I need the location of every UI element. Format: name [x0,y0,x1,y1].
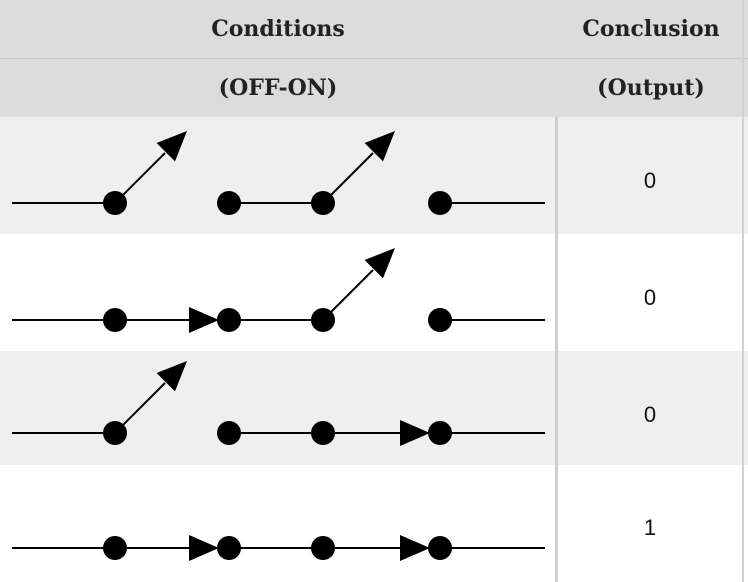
contact-dot [103,308,127,332]
switch-circuits [12,131,545,561]
arrow-head [364,131,395,162]
contact-dot [311,421,335,445]
table-row [0,351,748,465]
table-row [0,465,748,582]
arrow-head [364,248,395,279]
header-row-sublabels: (OFF-ON) (Output) [0,59,748,117]
arrow-head [156,361,187,392]
arrow-head [400,535,430,561]
output-value: 0 [643,285,657,310]
contact-dot [311,191,335,215]
conclusion-subheader: (Output) [597,75,705,101]
contact-dot [103,421,127,445]
conclusion-header: Conclusion [582,16,720,42]
output-value: 0 [643,168,657,193]
conditions-header: Conditions [211,16,345,42]
contact-dot [103,536,127,560]
table-right-border [742,0,744,582]
arrow-head [400,420,430,446]
contact-dot [311,308,335,332]
contact-dot [103,191,127,215]
column-divider [555,117,558,582]
arrow-head [189,307,219,333]
table-row [0,117,748,234]
arrow-head [189,535,219,561]
table-row [0,234,748,351]
conditions-subheader: (OFF-ON) [218,75,338,101]
output-value: 0 [643,402,657,427]
arrow-head [156,131,187,162]
contact-dot [311,536,335,560]
output-value: 1 [643,515,657,540]
header-row-titles: Conditions Conclusion [0,0,748,58]
